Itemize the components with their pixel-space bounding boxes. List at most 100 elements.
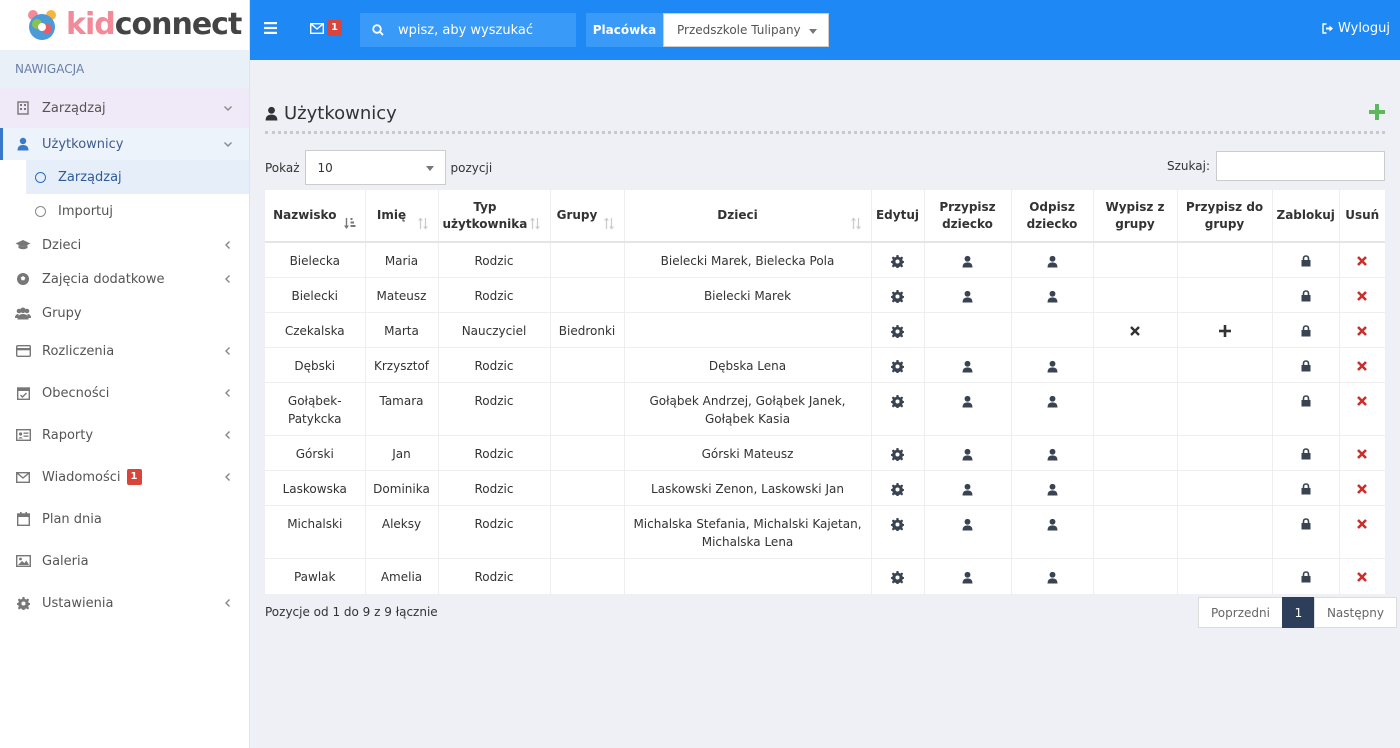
unassign-child-button[interactable] [1046,448,1058,461]
edit-button[interactable] [891,482,904,496]
block-button[interactable] [1301,395,1311,407]
edit-button[interactable] [891,570,904,584]
placowka-value: Przedszkole Tulipany [677,23,801,37]
cell-imie: Dominika [364,470,438,506]
header-col-groups[interactable]: Grupy [549,190,624,243]
header-col-user-type[interactable]: Typ użytkownika [437,190,550,243]
assign-child-button[interactable] [962,518,973,531]
block-button[interactable] [1301,483,1311,495]
block-button[interactable] [1301,290,1311,302]
header-label: Typ użytkownika [442,199,528,231]
unassign-child-button[interactable] [1046,255,1058,268]
sidebar-item-users[interactable]: Użytkownicy [0,128,249,160]
next-page-button[interactable]: Następny [1313,597,1397,628]
mail-button[interactable]: 1 [310,20,342,36]
unassign-child-button[interactable] [1046,518,1058,531]
delete-button[interactable] [1357,396,1368,406]
unassign-child-button[interactable] [1046,360,1058,373]
cell-nazwisko: Bielecki [265,277,365,313]
cell-nazwisko: Czekalska [265,312,365,348]
sidebar-item-messages[interactable]: Wiadomości 1 [0,456,249,498]
cell-edit [870,382,924,436]
remove-from-group-button[interactable] [1130,326,1140,336]
logo[interactable]: kidconnect [0,0,249,50]
edit-button[interactable] [891,447,904,461]
page-title: Użytkownicy [265,103,397,124]
block-button[interactable] [1301,571,1311,583]
header-col-surname[interactable]: Nazwisko [265,190,365,243]
sidebar-item-label: Obecności [42,385,110,401]
placowka-select[interactable]: Przedszkole Tulipany [663,13,829,47]
sidebar-item-day-plan[interactable]: Plan dnia [0,498,249,540]
user-icon [962,395,973,408]
cell-unassign-child [1010,558,1093,594]
delete-button[interactable] [1357,449,1368,459]
sidebar-item-groups[interactable]: Grupy [0,296,249,330]
add-user-button[interactable] [1369,104,1385,120]
hamburger-menu-icon[interactable] [264,22,277,34]
delete-button[interactable] [1357,484,1368,494]
cell-grupy [549,241,624,278]
delete-button[interactable] [1357,291,1368,301]
delete-button[interactable] [1357,519,1368,529]
unassign-child-button[interactable] [1046,290,1058,303]
sidebar-item-children[interactable]: Dzieci [0,228,249,262]
assign-child-button[interactable] [962,571,973,584]
assign-child-button[interactable] [962,395,973,408]
edit-button[interactable] [891,254,904,268]
edit-button[interactable] [891,517,904,531]
delete-button[interactable] [1357,326,1368,336]
block-button[interactable] [1301,325,1311,337]
sidebar-item-reports[interactable]: Raporty [0,414,249,456]
delete-button[interactable] [1357,572,1368,582]
assign-child-button[interactable] [962,483,973,496]
unassign-child-button[interactable] [1046,395,1058,408]
cell-imie: Mateusz [364,277,438,313]
sidebar-item-extra-classes[interactable]: Zajęcia dodatkowe [0,262,249,296]
global-search[interactable] [360,13,576,47]
sidebar-item-gallery[interactable]: Galeria [0,540,249,582]
header-col-assign-to-group: Przypisz do grupy [1176,190,1272,243]
edit-button[interactable] [891,359,904,373]
block-button[interactable] [1301,518,1311,530]
sidebar-item-settings[interactable]: Ustawienia [0,582,249,624]
unassign-child-button[interactable] [1046,571,1058,584]
block-button[interactable] [1301,360,1311,372]
header-col-firstname[interactable]: Imię [364,190,438,243]
header-label: Usuń [1345,208,1380,222]
sidebar-item-billing[interactable]: Rozliczenia [0,330,249,372]
header-col-children[interactable]: Dzieci [623,190,871,243]
edit-button[interactable] [891,394,904,408]
sidebar-item-manage[interactable]: Zarządzaj [0,88,249,128]
sidebar-subitem-label: Zarządzaj [58,169,122,185]
filter-input[interactable] [1216,151,1385,181]
block-button[interactable] [1301,255,1311,267]
edit-button[interactable] [891,324,904,338]
cell-grupy [549,347,624,383]
cell-assign-child [923,241,1011,278]
sidebar-subitem-manage[interactable]: Zarządzaj [26,160,249,194]
prev-page-button[interactable]: Poprzedni [1198,597,1283,628]
user-icon [1046,518,1058,531]
page-length-select[interactable]: 10 [304,150,446,185]
sidebar-item-attendance[interactable]: Obecności [0,372,249,414]
lock-icon [1301,290,1311,302]
logout-button[interactable]: Wyloguj [1322,21,1390,36]
cell-delete [1338,347,1385,383]
assign-child-button[interactable] [962,448,973,461]
block-button[interactable] [1301,448,1311,460]
sidebar-subitem-import[interactable]: Importuj [0,194,249,228]
lock-icon [1301,395,1311,407]
search-input[interactable] [398,22,558,38]
page-1-button[interactable]: 1 [1281,597,1315,628]
delete-button[interactable] [1357,256,1368,266]
unassign-child-button[interactable] [1046,483,1058,496]
edit-button[interactable] [891,289,904,303]
assign-child-button[interactable] [962,290,973,303]
assign-child-button[interactable] [962,255,973,268]
assign-child-button[interactable] [962,360,973,373]
lock-icon [1301,448,1311,460]
caret-down-icon [809,29,817,34]
delete-button[interactable] [1357,361,1368,371]
assign-to-group-button[interactable] [1218,325,1231,337]
